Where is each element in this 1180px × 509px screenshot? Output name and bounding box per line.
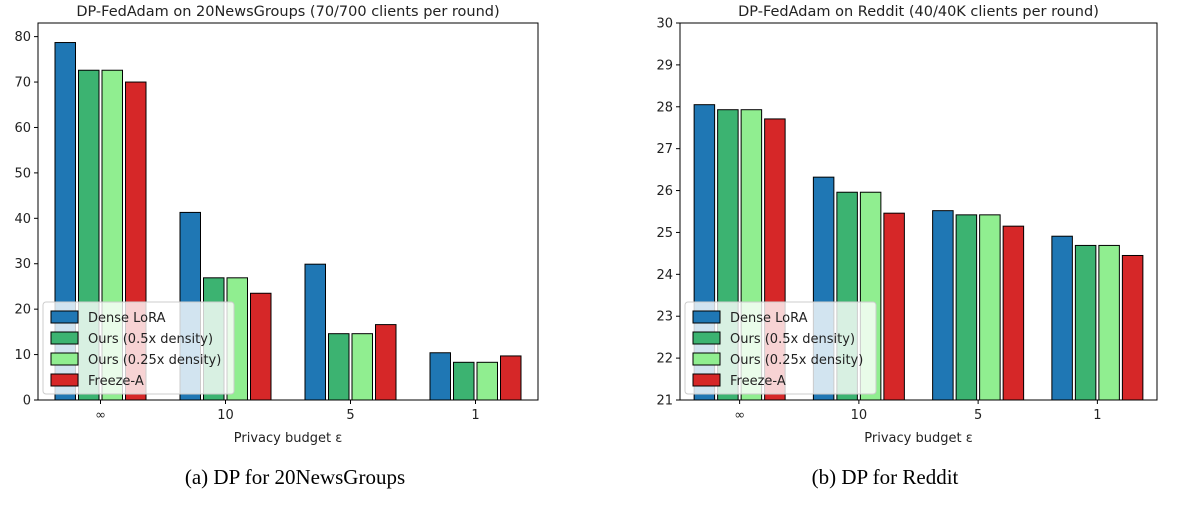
x-axis-label: Privacy budget ε bbox=[864, 431, 972, 446]
x-tick-label: 5 bbox=[346, 408, 354, 423]
bar-ours-0-5x-density--3 bbox=[453, 361, 475, 401]
legend-label: Freeze-A bbox=[730, 374, 786, 389]
chart-reddit: DP-FedAdam on Reddit (40/40K clients per… bbox=[656, 4, 1158, 446]
legend-swatch bbox=[692, 331, 721, 345]
legend-swatch bbox=[692, 310, 721, 324]
bar-freeze-a-2 bbox=[375, 324, 397, 401]
axes-frame bbox=[679, 22, 1158, 401]
y-tick-label: 0 bbox=[23, 394, 31, 409]
y-tick-label: 30 bbox=[14, 257, 31, 272]
axes-frame bbox=[37, 22, 539, 401]
bar-dense-lora-2 bbox=[304, 263, 326, 401]
x-axis-label: Privacy budget ε bbox=[234, 431, 342, 446]
bar-dense-lora-3 bbox=[429, 352, 451, 401]
bar-ours-0-5x-density--2 bbox=[328, 333, 350, 401]
chart-20newsgroups: DP-FedAdam on 20NewsGroups (70/700 clien… bbox=[14, 4, 539, 446]
bar-dense-lora-3 bbox=[1051, 235, 1073, 401]
bar-freeze-a-2 bbox=[1002, 225, 1025, 401]
caption-a: (a) DP for 20NewsGroups bbox=[184, 465, 406, 489]
legend-label: Freeze-A bbox=[88, 374, 144, 389]
x-tick-label: 1 bbox=[471, 408, 479, 423]
y-tick-label: 28 bbox=[656, 100, 673, 115]
legend-box bbox=[684, 301, 877, 395]
y-tick-label: 10 bbox=[14, 348, 31, 363]
chart-title: DP-FedAdam on 20NewsGroups (70/700 clien… bbox=[76, 4, 499, 20]
legend-swatch bbox=[692, 373, 721, 387]
bar-freeze-a-3 bbox=[500, 355, 522, 401]
x-tick-label: 1 bbox=[1093, 408, 1101, 423]
legend-label: Dense LoRA bbox=[88, 311, 166, 326]
legend: Dense LoRA Ours (0.5x density) Ours (0.25x… bbox=[684, 301, 877, 395]
legend-label: Ours (0.5x density) bbox=[730, 332, 855, 347]
caption-b: (b) DP for Reddit bbox=[811, 465, 959, 489]
bar-freeze-a-1 bbox=[250, 292, 272, 401]
y-tick-label: 29 bbox=[656, 58, 673, 73]
y-tick-label: 80 bbox=[14, 30, 31, 45]
x-tick-label: 10 bbox=[217, 408, 234, 423]
legend-swatch bbox=[50, 352, 79, 366]
bar-ours-0-25x-density--3 bbox=[476, 361, 498, 401]
bar-ours-0-25x-density--2 bbox=[351, 333, 373, 401]
bar-ours-0-5x-density--2 bbox=[955, 214, 978, 401]
legend-label: Dense LoRA bbox=[730, 311, 808, 326]
y-tick-label: 60 bbox=[14, 121, 31, 136]
legend-label: Ours (0.25x density) bbox=[88, 353, 221, 368]
y-tick-label: 50 bbox=[14, 166, 31, 181]
bar-ours-0-25x-density--3 bbox=[1098, 244, 1120, 401]
y-tick-label: 26 bbox=[656, 184, 673, 199]
bar-freeze-a-3 bbox=[1121, 254, 1144, 401]
bar-ours-0-5x-density--3 bbox=[1074, 244, 1097, 401]
bar-freeze-a-1 bbox=[883, 212, 905, 401]
y-tick-label: 30 bbox=[656, 17, 673, 32]
y-tick-label: 20 bbox=[14, 303, 31, 318]
legend-swatch bbox=[692, 352, 721, 366]
legend-swatch bbox=[50, 310, 79, 324]
y-tick-label: 40 bbox=[14, 212, 31, 227]
x-tick-label: 10 bbox=[851, 408, 868, 423]
x-tick-label: ∞ bbox=[734, 408, 745, 423]
y-tick-label: 21 bbox=[656, 394, 673, 409]
legend-label: Ours (0.5x density) bbox=[88, 332, 213, 347]
y-tick-label: 70 bbox=[14, 76, 31, 91]
x-tick-label: ∞ bbox=[95, 408, 106, 423]
legend-box bbox=[42, 301, 235, 395]
y-tick-label: 24 bbox=[656, 268, 673, 283]
y-tick-label: 22 bbox=[656, 352, 673, 367]
legend-label: Ours (0.25x density) bbox=[730, 353, 863, 368]
bar-ours-0-25x-density--2 bbox=[979, 214, 1001, 401]
y-tick-label: 27 bbox=[656, 142, 673, 157]
legend-swatch bbox=[50, 373, 79, 387]
chart-title: DP-FedAdam on Reddit (40/40K clients per… bbox=[738, 4, 1099, 20]
y-tick-label: 23 bbox=[656, 310, 673, 325]
legend: Dense LoRA Ours (0.5x density) Ours (0.25x… bbox=[42, 301, 235, 395]
bar-dense-lora-2 bbox=[932, 210, 954, 401]
x-tick-label: 5 bbox=[974, 408, 982, 423]
legend-swatch bbox=[50, 331, 79, 345]
y-tick-label: 25 bbox=[656, 226, 673, 241]
